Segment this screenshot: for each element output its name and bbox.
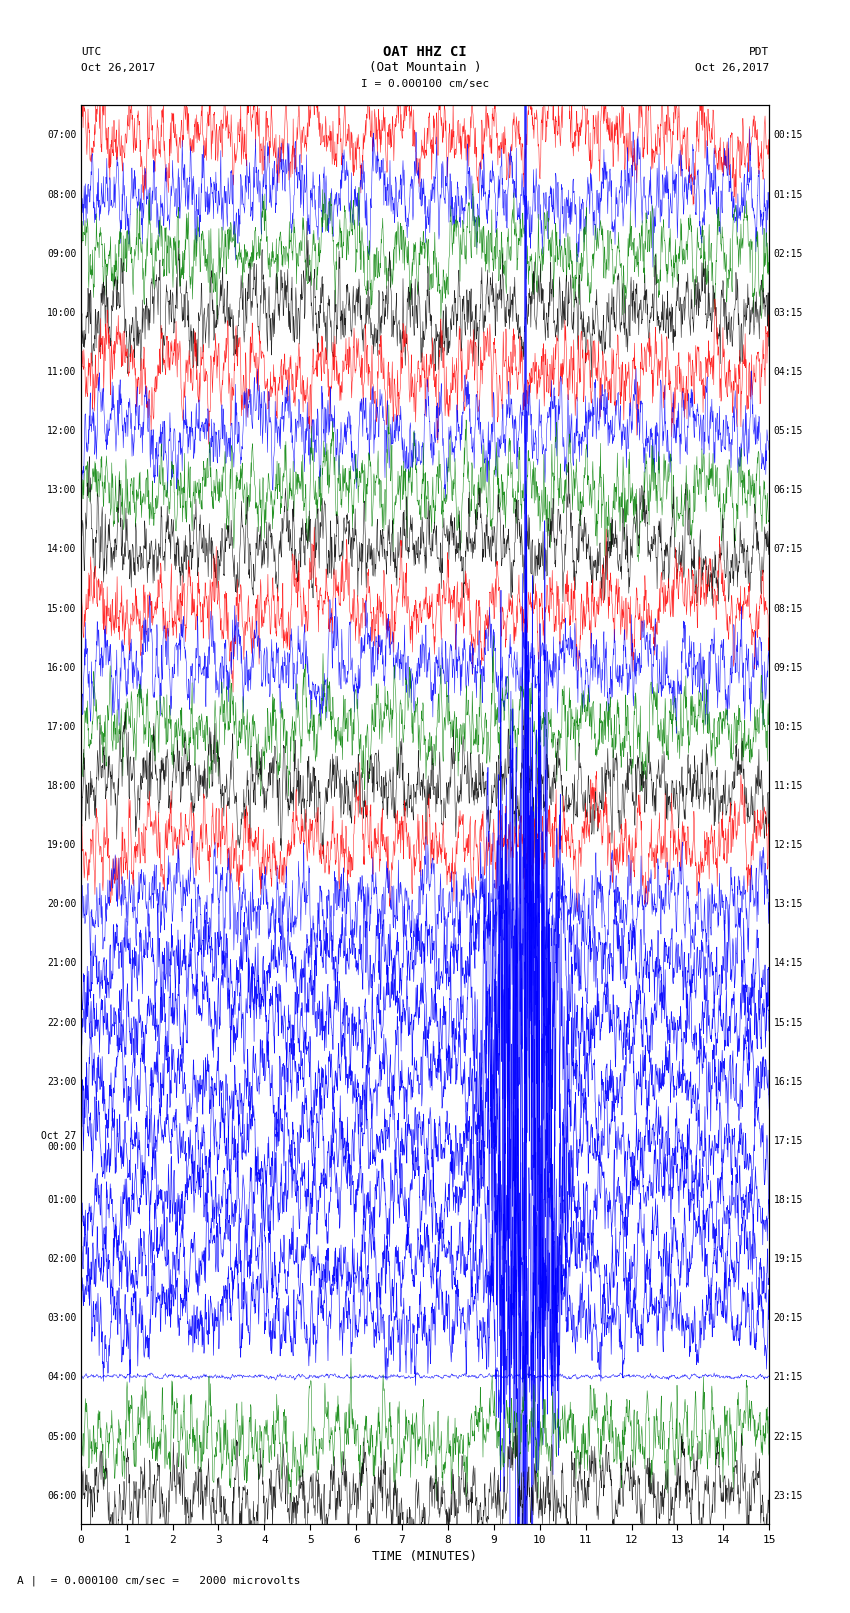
Text: (Oat Mountain ): (Oat Mountain )	[369, 61, 481, 74]
Text: Oct 26,2017: Oct 26,2017	[81, 63, 155, 73]
Text: Oct 26,2017: Oct 26,2017	[695, 63, 769, 73]
X-axis label: TIME (MINUTES): TIME (MINUTES)	[372, 1550, 478, 1563]
Text: UTC: UTC	[81, 47, 101, 56]
Text: OAT HHZ CI: OAT HHZ CI	[383, 45, 467, 58]
Text: PDT: PDT	[749, 47, 769, 56]
Text: A |  = 0.000100 cm/sec =   2000 microvolts: A | = 0.000100 cm/sec = 2000 microvolts	[17, 1576, 301, 1586]
Text: I = 0.000100 cm/sec: I = 0.000100 cm/sec	[361, 79, 489, 89]
